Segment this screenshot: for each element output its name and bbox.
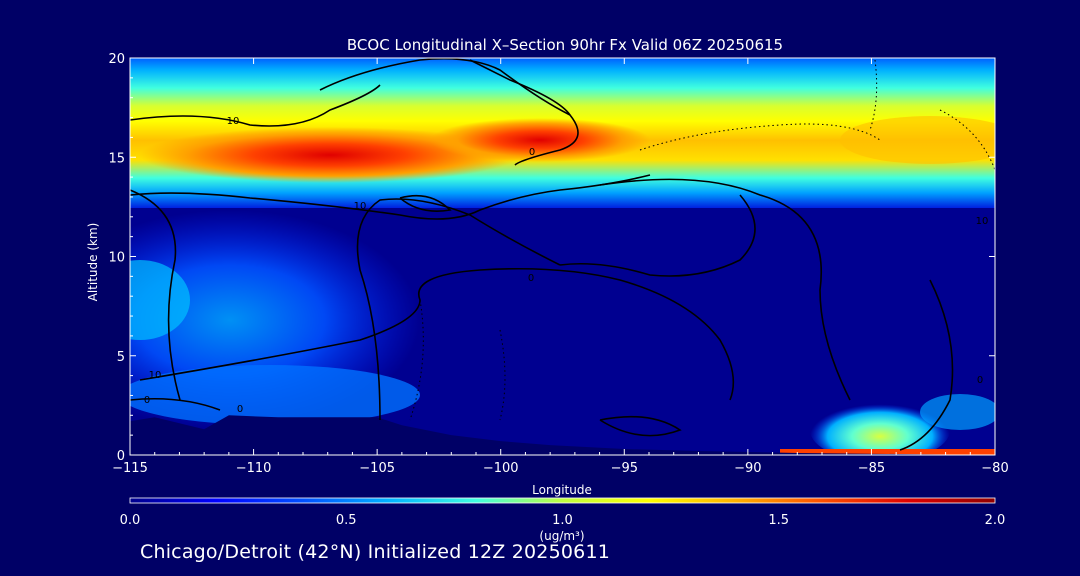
colorbar-ramp [129, 497, 996, 504]
contour-line [130, 397, 221, 411]
x-tick-label: −105 [359, 461, 395, 476]
contour-label: 0 [144, 395, 150, 406]
contour-line [599, 178, 851, 401]
x-tick-label: −85 [858, 461, 885, 476]
colorbar-tick-label: 0.0 [120, 513, 141, 528]
colorbar-tick-label: 1.0 [552, 513, 573, 528]
contour-line [139, 267, 735, 401]
contour-line [356, 198, 561, 421]
contour-label: 10 [354, 201, 367, 212]
colorbar: 0.0 0.5 1.0 1.5 2.0 (ug/m³) [120, 497, 1006, 543]
colorbar-tick-label: 2.0 [985, 513, 1006, 528]
y-tick-label: 5 [117, 350, 125, 365]
x-tick-label: −80 [981, 461, 1008, 476]
surface-plume-far-east [920, 394, 995, 430]
contour-label: 0 [528, 273, 534, 284]
y-tick-label: 10 [108, 251, 125, 266]
contour-line [599, 415, 682, 437]
contour-label: 10 [149, 370, 162, 381]
contour-line [130, 174, 651, 220]
x-tick-label: −110 [236, 461, 272, 476]
terrain-mask [130, 415, 995, 455]
y-axis: 0 5 10 15 20 [108, 52, 995, 464]
y-tick-label: 15 [108, 151, 125, 166]
colorbar-tick-label: 0.5 [336, 513, 357, 528]
y-tick-label: 20 [108, 52, 125, 67]
y-axis-label: Altitude (km) [86, 223, 100, 302]
contour-label: 10 [227, 116, 240, 127]
contour-label: 0 [977, 375, 983, 386]
x-tick-label: −115 [112, 461, 148, 476]
colorbar-ticks: 0.0 0.5 1.0 1.5 2.0 [120, 513, 1006, 528]
contour-label: 10 [976, 216, 989, 227]
west-edge-plume [130, 260, 190, 340]
y-tick-label: 0 [117, 449, 125, 464]
low-plume [130, 365, 420, 425]
contour-line [899, 279, 954, 451]
surface-plume-east [810, 398, 950, 455]
colorbar-unit-label: (ug/m³) [539, 529, 584, 543]
contour-lines [130, 58, 954, 451]
concentration-field [130, 58, 995, 455]
x-axis-label: Longitude [532, 483, 592, 497]
contour-line [130, 84, 381, 127]
chart-title: BCOC Longitudinal X–Section 90hr Fx Vali… [347, 36, 783, 54]
colorbar-tick-label: 1.5 [768, 513, 789, 528]
contour-line [559, 194, 756, 277]
contour-line [399, 194, 452, 212]
x-axis: −115 −110 −105 −100 −95 −90 −85 −80 [112, 58, 1009, 476]
x-tick-label: −90 [734, 461, 761, 476]
x-tick-label: −95 [611, 461, 638, 476]
contour-labels: 10 0 10 0 10 0 0 0 10 [144, 116, 989, 415]
hotspot-west [140, 127, 520, 183]
dotted-contours [409, 59, 995, 421]
surface-hot-layer [780, 449, 995, 455]
hotspot-central [430, 118, 650, 162]
contour-label: 0 [529, 147, 535, 158]
x-tick-label: −100 [483, 461, 519, 476]
initialization-caption: Chicago/Detroit (42°N) Initialized 12Z 2… [140, 541, 611, 563]
east-orange [840, 116, 995, 164]
contour-line [469, 59, 571, 116]
contour-label: 0 [237, 404, 243, 415]
contour-line [130, 189, 181, 401]
dotted-contour-line [499, 329, 506, 421]
